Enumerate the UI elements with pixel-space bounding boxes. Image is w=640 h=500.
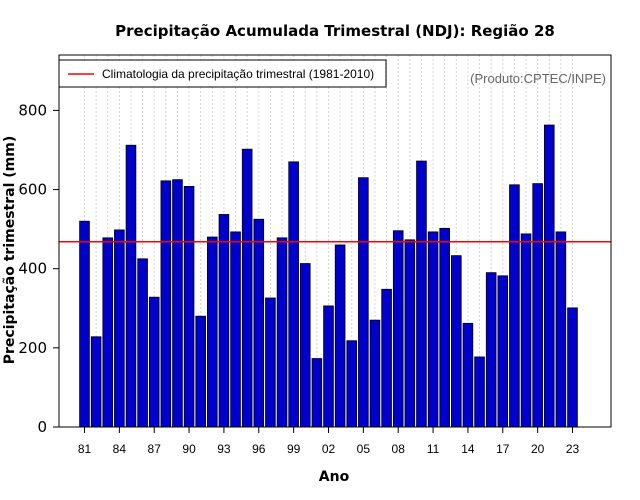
x-tick-label: 11 [427,442,440,456]
bar-15 [474,356,485,428]
legend-box [58,59,387,88]
x-tick-label: 02 [322,442,336,456]
x-tick-label: 23 [566,442,580,456]
bar-20 [532,183,543,428]
legend: Climatologia da precipitação trimestral … [58,59,387,88]
bar-04 [346,340,358,428]
bar-81 [79,220,90,428]
bar-22 [555,231,567,428]
bar-02 [323,305,334,428]
bar-11 [427,231,439,428]
y-axis-label: Precipitação trimestral (mm) [2,136,18,364]
bar-83 [102,237,114,428]
bar-09 [404,239,416,428]
x-tick-label: 05 [357,442,371,456]
bar-00 [299,263,311,428]
bar-17 [497,275,509,428]
x-tick-label: 90 [182,442,196,456]
bar-03 [334,244,346,428]
x-tick-label: 87 [148,442,162,456]
bar-07 [381,288,392,428]
bar-16 [485,272,497,428]
x-tick-label: 08 [392,442,406,456]
bar-05 [358,177,369,428]
bar-99 [288,161,299,428]
bar-01 [311,358,323,428]
product-credit: (Produto:CPTEC/INPE) [470,71,606,86]
bar-14 [462,322,474,428]
x-axis-label: Ano [319,469,350,485]
bar-08 [392,230,404,428]
bar-12 [439,227,450,428]
plot-frame [58,54,612,428]
bar-96 [253,218,265,428]
bar-93 [218,214,230,428]
bar-84 [114,229,125,428]
y-tick-label: 800 [18,101,47,119]
bar-91 [195,315,206,428]
x-tick-label: 20 [531,442,545,456]
bar-19 [520,233,532,428]
bar-18 [509,184,520,428]
bar-06 [369,319,381,428]
x-tick-label: 84 [113,442,127,456]
bar-23 [567,307,578,428]
y-tick-label: 0 [37,418,47,436]
x-axis: 81 84 87 90 93 96 99 02 05 08 11 14 17 20 23 [78,427,580,456]
y-tick-label: 200 [18,339,47,357]
x-tick-label: 81 [78,442,92,456]
bar-85 [125,144,137,428]
bar-87 [148,296,160,428]
chart-title: Precipitação Acumulada Trimestral (NDJ):… [115,22,555,40]
y-tick-label: 400 [18,260,47,278]
bar-13 [451,255,462,428]
bar-82 [90,336,102,428]
bar-89 [172,179,183,428]
bar-88 [160,180,172,428]
x-tick-label: 96 [252,442,266,456]
bar-10 [416,160,427,428]
x-tick-label: 99 [287,442,301,456]
y-axis: 0 200 400 600 800 [18,101,59,436]
x-tick-label: 14 [461,442,475,456]
bar-90 [183,185,195,428]
bar-92 [207,236,218,428]
x-tick-label: 17 [496,442,510,456]
x-tick-label: 93 [217,442,231,456]
bar-94 [230,231,241,428]
bar-95 [241,148,253,428]
legend-climatology-label: Climatologia da precipitação trimestral … [102,67,374,81]
bar-86 [137,258,148,428]
bar-97 [265,297,276,428]
bar-21 [543,124,555,428]
y-tick-label: 600 [18,181,47,199]
bar-98 [276,237,288,428]
